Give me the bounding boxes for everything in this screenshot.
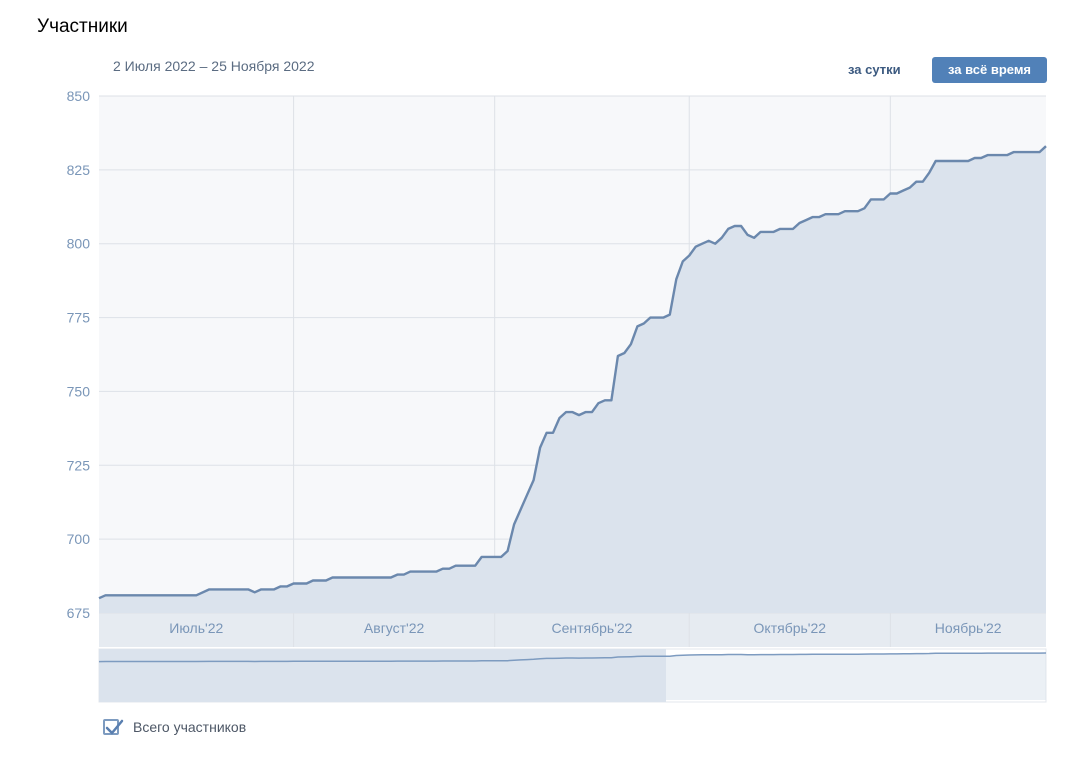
page-title: Участники <box>37 16 128 37</box>
y-axis-labels: 675 700 725 750 775 800 825 850 <box>67 88 91 621</box>
y-tick-label: 800 <box>67 236 91 252</box>
all-time-button[interactable]: за всё время <box>932 57 1047 83</box>
date-range: 2 Июля 2022 – 25 Ноября 2022 <box>113 58 315 74</box>
legend-label: Всего участников <box>133 719 247 735</box>
checkmark-icon <box>105 719 124 735</box>
x-tick-label: Июль'22 <box>169 620 223 636</box>
y-tick-label: 675 <box>67 605 91 621</box>
x-tick-label: Ноябрь'22 <box>935 620 1002 636</box>
legend: Всего участников <box>103 716 246 738</box>
y-tick-label: 850 <box>67 88 91 104</box>
navigator-line <box>98 652 1047 663</box>
members-chart: 675 700 725 750 775 800 825 850 Июль'22 Август'2… <box>67 88 1047 703</box>
day-view-button[interactable]: за сутки <box>848 62 901 77</box>
y-tick-label: 775 <box>67 310 91 326</box>
month-bands <box>99 613 1046 647</box>
series-checkbox[interactable] <box>103 719 124 735</box>
x-axis-labels: Июль'22 Август'22 Сентябрь'22 Октябрь'22 Ноя… <box>169 620 1001 636</box>
series-line <box>98 145 1047 600</box>
y-tick-label: 725 <box>67 457 91 473</box>
y-tick-label: 825 <box>67 162 91 178</box>
navigator[interactable] <box>98 648 1047 703</box>
series-area <box>99 146 1046 613</box>
x-axis-strip <box>99 613 1046 647</box>
x-tick-label: Август'22 <box>364 620 425 636</box>
x-tick-label: Сентябрь'22 <box>551 620 632 636</box>
y-tick-label: 700 <box>67 531 91 547</box>
y-tick-label: 750 <box>67 383 91 399</box>
x-tick-label: Октябрь'22 <box>754 620 827 636</box>
navigator-area <box>99 653 1046 700</box>
